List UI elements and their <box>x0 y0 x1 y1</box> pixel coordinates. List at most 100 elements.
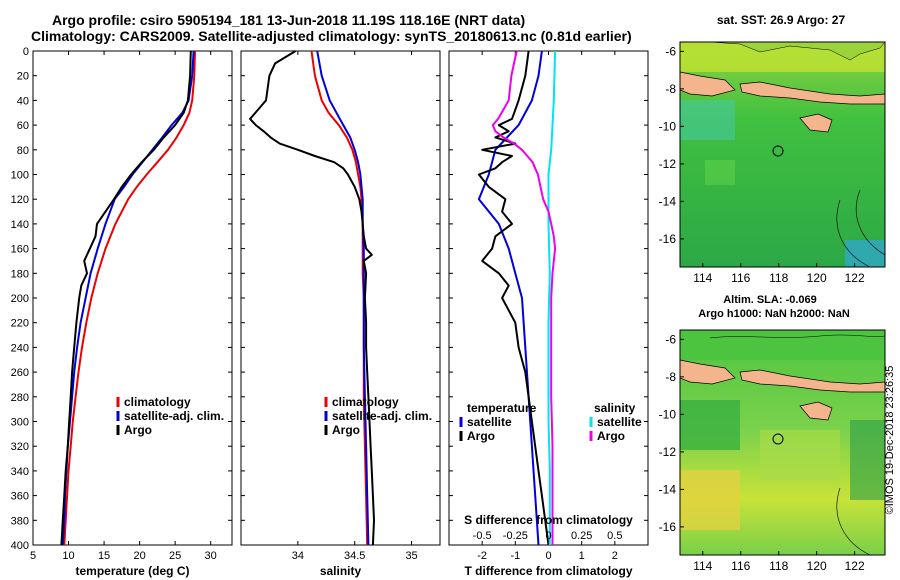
x-tick-label: -1 <box>510 550 520 562</box>
series-line-satellite-adj-clim- <box>316 50 370 546</box>
depth-tick-label: 320 <box>11 441 29 453</box>
lat-tick-label: -14 <box>659 194 677 208</box>
land-lesser-sunda <box>739 369 885 393</box>
lon-tick-label: 122 <box>845 271 865 285</box>
lon-tick-label: 118 <box>769 271 788 285</box>
depth-tick-label: 100 <box>11 170 29 182</box>
lon-tick-label: 114 <box>693 559 712 573</box>
sla-map-title-1: Altim. SLA: -0.069 <box>723 294 817 306</box>
legend-label: Argo <box>467 429 495 443</box>
depth-tick-label: 380 <box>11 515 29 527</box>
depth-tick-label: 60 <box>17 120 29 132</box>
lat-tick-label: -16 <box>659 232 677 246</box>
s-tick-label: 0 <box>545 530 551 542</box>
title-line-1: Argo profile: csiro 5905194_181 13-Jun-2… <box>52 12 526 28</box>
legend-title-salinity: salinity <box>594 401 636 415</box>
s-tick-label: -0.5 <box>473 530 492 542</box>
series-line-argo <box>60 50 192 546</box>
temperature-frame <box>32 50 233 546</box>
land-sumba <box>799 113 833 133</box>
salinity-xlabel: salinity <box>320 564 362 578</box>
lon-tick-label: 116 <box>731 559 750 573</box>
lat-tick-label: -14 <box>659 482 677 496</box>
series-line-argo-s <box>491 50 557 545</box>
legend-label: climatology <box>124 395 191 409</box>
legend-label: satellite-adj. clim. <box>124 409 224 423</box>
lat-tick-label: -6 <box>665 332 676 346</box>
depth-tick-label: 180 <box>11 268 29 280</box>
x-tick-label: 1 <box>579 550 585 562</box>
depth-tick-label: 240 <box>11 342 29 354</box>
series-line-argo <box>249 50 375 546</box>
lon-tick-label: 120 <box>807 271 827 285</box>
argo-location-marker <box>772 145 784 157</box>
s-tick-label: 0.5 <box>607 530 622 542</box>
depth-tick-label: 340 <box>11 466 29 478</box>
legend-label: satellite-adj. clim. <box>332 409 432 423</box>
depth-tick-label: 120 <box>11 194 29 206</box>
lon-tick-label: 114 <box>693 271 712 285</box>
series-line-climatology <box>63 50 196 546</box>
depth-tick-label: 260 <box>11 367 29 379</box>
lon-tick-label: 122 <box>845 559 865 573</box>
s-tick-label: -0.25 <box>503 530 528 542</box>
s-tick-label: 0.25 <box>571 530 592 542</box>
depth-tick-label: 160 <box>11 244 29 256</box>
lat-tick-label: -12 <box>659 157 677 171</box>
difference-panel: -2 -1 0 1 2 T difference from climatology temp… <box>448 50 649 578</box>
legend-label: Argo <box>332 423 360 437</box>
depth-tick-label: 220 <box>11 318 29 330</box>
land-sulawesi <box>709 42 885 61</box>
credit-text: ©IMOS 19-Dec-2018 23:26:35 <box>884 366 896 515</box>
legend-label: Argo <box>597 429 625 443</box>
x-tick-label: 20 <box>133 550 145 562</box>
lon-tick-label: 116 <box>731 271 750 285</box>
temperature-panel: 0 20 40 60 80 100 120 140 160 180 200 220 240 260 280 3… <box>11 46 233 578</box>
sla-map-title-2: Argo h1000: NaN h2000: NaN <box>698 308 850 320</box>
x-tick-label: -2 <box>477 550 487 562</box>
series-line-satellite-s <box>547 50 557 545</box>
depth-tick-label: 400 <box>11 540 29 552</box>
depth-tick-label: 40 <box>17 95 29 107</box>
temperature-xlabel: temperature (deg C) <box>75 564 189 578</box>
depth-tick-label: 280 <box>11 392 29 404</box>
lat-tick-label: -16 <box>659 520 677 534</box>
title-line-2: Climatology: CARS2009. Satellite-adjuste… <box>31 28 632 44</box>
legend-label: satellite <box>467 415 512 429</box>
land-lesser-sunda <box>739 81 885 105</box>
sla-map: Altim. SLA: -0.069 Argo h1000: NaN h2000… <box>659 294 886 573</box>
lon-tick-label: 118 <box>769 559 788 573</box>
salinity-frame <box>240 50 441 546</box>
series-line-satellite-t <box>477 50 543 546</box>
lat-tick-label: -10 <box>659 407 677 421</box>
profile-panels: 0204060801001201401601802002202402602803… <box>11 46 649 578</box>
argo-location-marker <box>772 433 784 445</box>
x-tick-label: 15 <box>98 550 110 562</box>
lat-tick-label: -6 <box>665 44 676 58</box>
x-tick-label: 34.5 <box>344 550 365 562</box>
x-tick-label: 35 <box>405 550 417 562</box>
sst-map: sat. SST: 26.9 Argo: 27 114 116 118 120 122 -… <box>659 13 886 285</box>
x-tick-label: 34 <box>292 550 304 562</box>
x-tick-label: 30 <box>205 550 217 562</box>
x-tick-label: 2 <box>612 550 618 562</box>
depth-tick-label: 20 <box>17 71 29 83</box>
x-tick-label: 5 <box>30 550 36 562</box>
legend-title-temperature: temperature <box>467 401 537 415</box>
land-java <box>680 359 736 385</box>
x-tick-label: 0 <box>545 550 551 562</box>
depth-tick-label: 140 <box>11 219 29 231</box>
legend-label: Argo <box>124 423 152 437</box>
depth-tick-label: 200 <box>11 293 29 305</box>
depth-tick-label: 80 <box>17 145 29 157</box>
land-java <box>680 71 736 97</box>
x-tick-label: 10 <box>62 550 74 562</box>
lat-tick-label: -8 <box>665 82 676 96</box>
depth-tick-label: 300 <box>11 417 29 429</box>
difference-top-xlabel: S difference from climatology <box>464 513 633 527</box>
depth-tick-label: 0 <box>23 46 29 58</box>
difference-xlabel: T difference from climatology <box>464 564 632 578</box>
lat-tick-label: -12 <box>659 445 677 459</box>
series-line-argo-t <box>477 50 550 546</box>
